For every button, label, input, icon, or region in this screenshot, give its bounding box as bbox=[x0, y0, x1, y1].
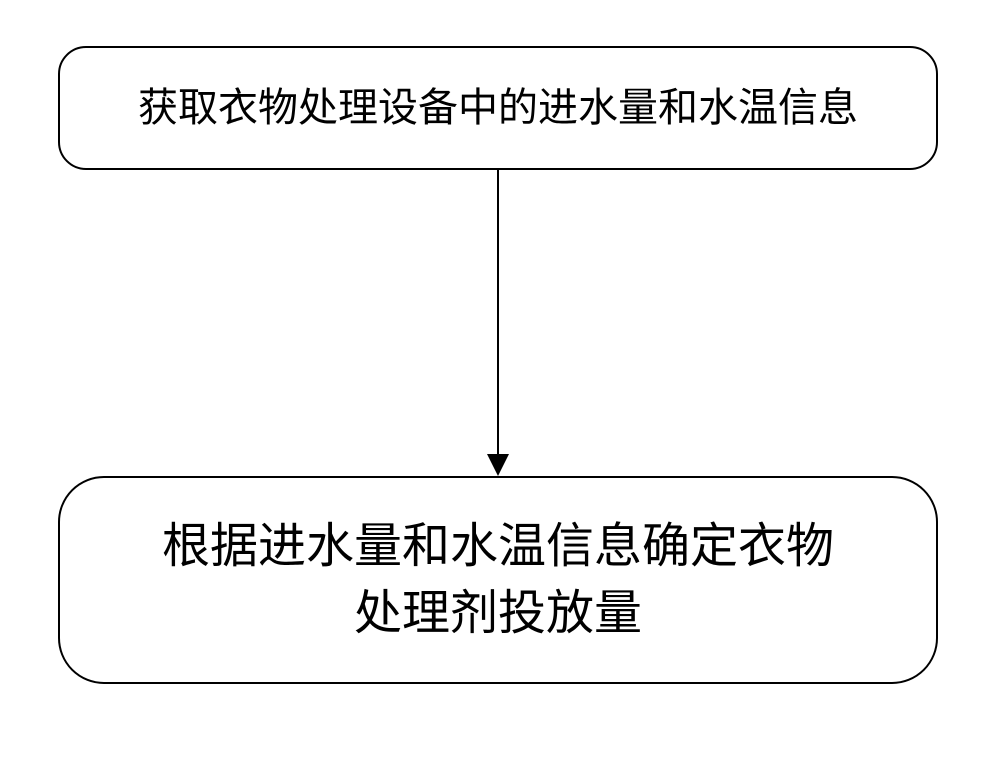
flow-node-1-text: 获取衣物处理设备中的进水量和水温信息 bbox=[138, 80, 858, 136]
flow-node-1: 获取衣物处理设备中的进水量和水温信息 bbox=[58, 46, 938, 170]
flow-edge-line bbox=[497, 170, 499, 454]
flowchart-canvas: 获取衣物处理设备中的进水量和水温信息 根据进水量和水温信息确定衣物 处理剂投放量 bbox=[0, 0, 1000, 763]
flow-edge-arrowhead bbox=[487, 454, 509, 476]
flow-node-2: 根据进水量和水温信息确定衣物 处理剂投放量 bbox=[58, 476, 938, 684]
flow-node-2-text: 根据进水量和水温信息确定衣物 处理剂投放量 bbox=[162, 513, 834, 647]
